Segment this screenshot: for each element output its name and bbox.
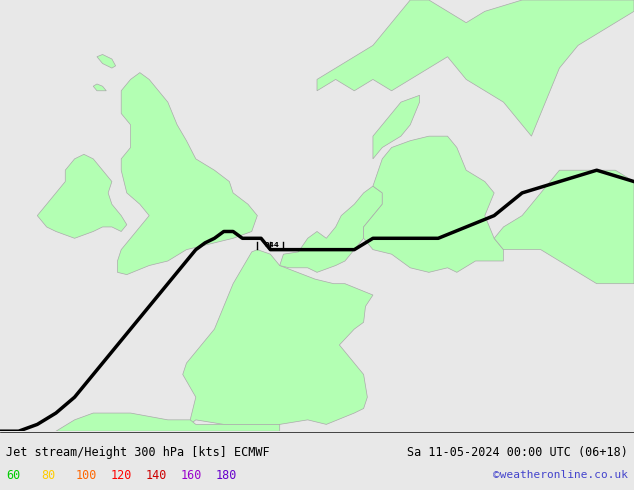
Text: 180: 180 (216, 469, 237, 482)
Text: 944: 944 (265, 243, 280, 248)
Text: Sa 11-05-2024 00:00 UTC (06+18): Sa 11-05-2024 00:00 UTC (06+18) (407, 446, 628, 459)
Polygon shape (117, 73, 257, 274)
Text: 140: 140 (146, 469, 167, 482)
Polygon shape (364, 136, 503, 272)
Polygon shape (56, 413, 280, 431)
Polygon shape (97, 54, 115, 68)
Polygon shape (37, 154, 127, 238)
Polygon shape (93, 84, 107, 91)
Text: ©weatheronline.co.uk: ©weatheronline.co.uk (493, 470, 628, 480)
Text: 60: 60 (6, 469, 20, 482)
Text: 160: 160 (181, 469, 202, 482)
Text: 100: 100 (76, 469, 98, 482)
Polygon shape (183, 249, 373, 424)
Text: Jet stream/Height 300 hPa [kts] ECMWF: Jet stream/Height 300 hPa [kts] ECMWF (6, 446, 270, 459)
Polygon shape (280, 186, 382, 272)
Text: 80: 80 (41, 469, 55, 482)
Polygon shape (317, 0, 634, 136)
Text: 120: 120 (111, 469, 133, 482)
Polygon shape (494, 170, 634, 284)
Polygon shape (373, 96, 420, 159)
